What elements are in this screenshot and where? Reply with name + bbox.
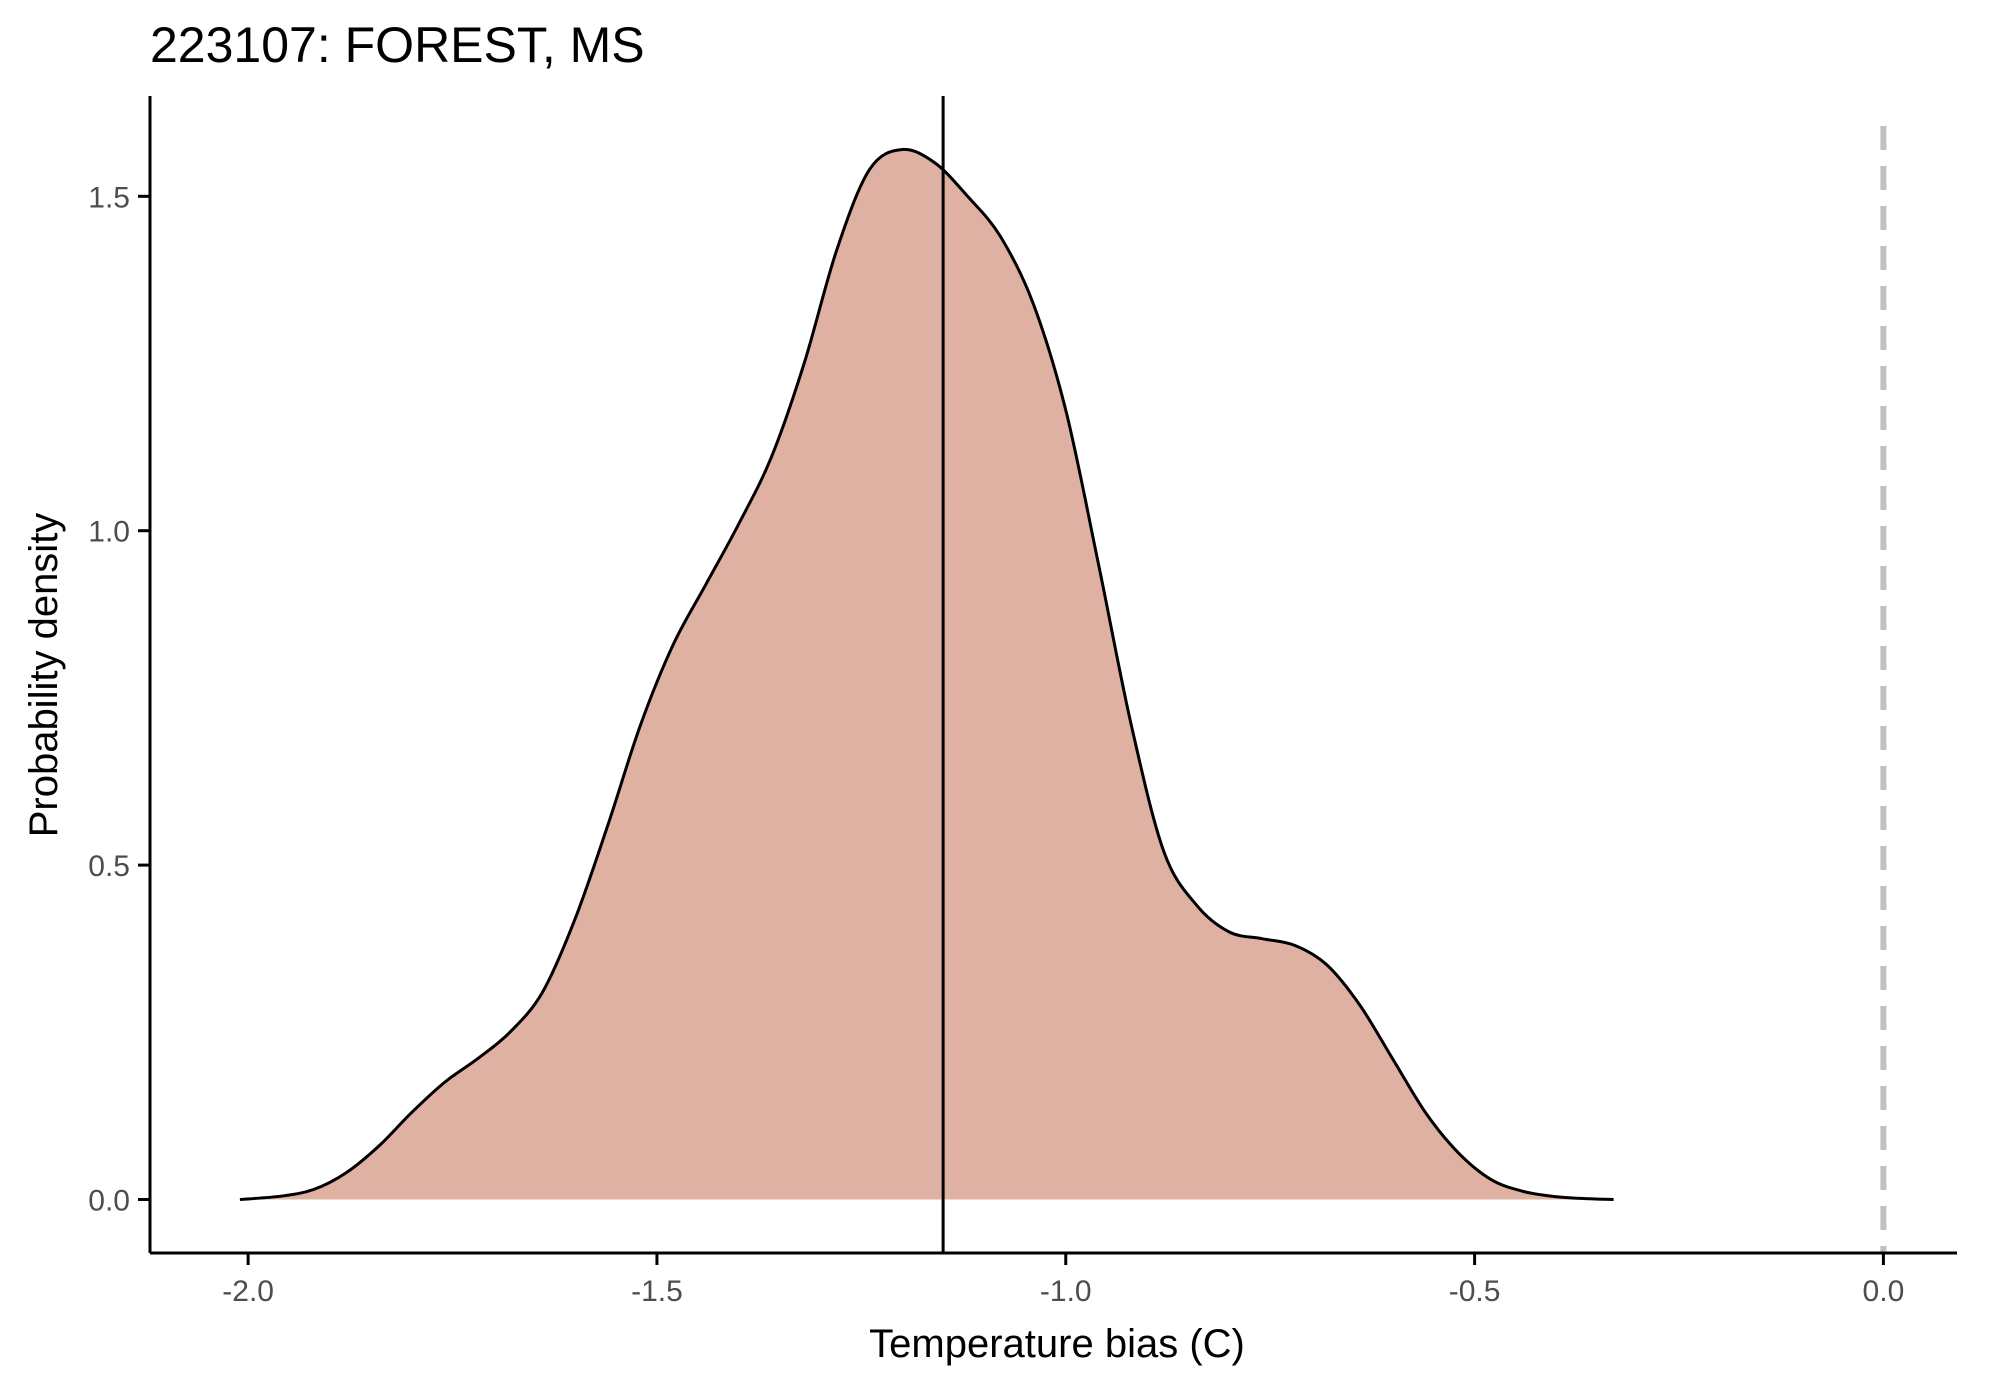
x-axis-title: Temperature bias (C) bbox=[869, 1322, 1245, 1366]
y-axis-ticks: 0.0 0.5 1.0 1.5 bbox=[88, 181, 150, 1217]
y-axis-title: Probability density bbox=[22, 513, 66, 838]
density-area-fill bbox=[239, 149, 1614, 1200]
density-curve-line bbox=[239, 147, 1614, 1201]
x-tick-label: -2.0 bbox=[222, 1275, 274, 1308]
x-tick-label: 0.0 bbox=[1863, 1275, 1905, 1308]
y-tick-label: 0.5 bbox=[88, 850, 130, 883]
x-axis-ticks: -2.0 -1.5 -1.0 -0.5 0.0 bbox=[222, 1253, 1904, 1308]
plot-area bbox=[239, 96, 1887, 1253]
chart-title: 223107: FOREST, MS bbox=[150, 17, 645, 73]
y-tick-label: 1.5 bbox=[88, 181, 130, 214]
y-tick-label: 1.0 bbox=[88, 516, 130, 549]
y-tick-label: 0.0 bbox=[88, 1184, 130, 1217]
x-tick-label: -1.5 bbox=[631, 1275, 683, 1308]
x-tick-label: -0.5 bbox=[1449, 1275, 1501, 1308]
x-tick-label: -1.0 bbox=[1040, 1275, 1092, 1308]
